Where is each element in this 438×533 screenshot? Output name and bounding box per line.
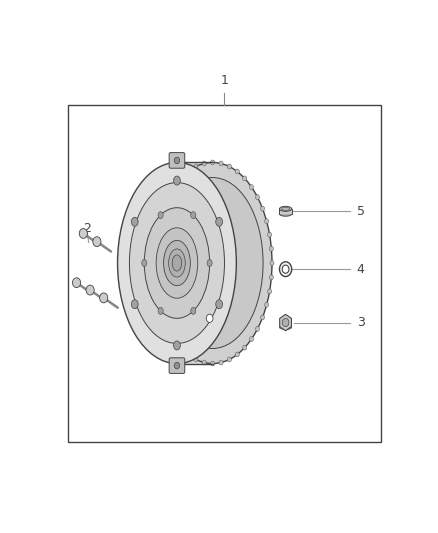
Ellipse shape — [173, 341, 180, 350]
Ellipse shape — [158, 308, 163, 314]
Text: 4: 4 — [357, 263, 365, 276]
Ellipse shape — [153, 163, 272, 364]
Ellipse shape — [269, 275, 273, 280]
Text: 2: 2 — [83, 222, 91, 235]
Ellipse shape — [131, 300, 138, 309]
Ellipse shape — [219, 161, 223, 166]
Ellipse shape — [235, 352, 239, 357]
Ellipse shape — [158, 212, 163, 219]
Circle shape — [72, 278, 81, 288]
Ellipse shape — [152, 275, 156, 280]
Ellipse shape — [211, 361, 215, 366]
Ellipse shape — [279, 211, 292, 216]
Ellipse shape — [154, 232, 158, 237]
Ellipse shape — [216, 217, 223, 227]
Ellipse shape — [161, 315, 165, 320]
Circle shape — [93, 237, 101, 247]
Circle shape — [206, 314, 213, 322]
Ellipse shape — [227, 164, 231, 169]
Ellipse shape — [211, 160, 215, 165]
Ellipse shape — [144, 208, 210, 318]
Ellipse shape — [151, 261, 155, 265]
Ellipse shape — [163, 240, 191, 286]
Ellipse shape — [156, 219, 161, 224]
Ellipse shape — [282, 207, 290, 211]
Text: 5: 5 — [357, 205, 365, 218]
Ellipse shape — [227, 357, 231, 362]
Circle shape — [99, 293, 108, 303]
Ellipse shape — [243, 176, 247, 181]
Text: 1: 1 — [221, 74, 228, 86]
Ellipse shape — [270, 261, 274, 265]
Ellipse shape — [161, 206, 165, 211]
Ellipse shape — [166, 195, 170, 200]
Ellipse shape — [268, 289, 272, 294]
Ellipse shape — [178, 176, 183, 181]
Ellipse shape — [178, 345, 183, 350]
Ellipse shape — [172, 184, 176, 189]
Ellipse shape — [250, 336, 254, 342]
Ellipse shape — [268, 232, 272, 237]
Ellipse shape — [194, 164, 198, 169]
Ellipse shape — [279, 325, 292, 329]
Ellipse shape — [255, 195, 260, 200]
Ellipse shape — [162, 177, 263, 349]
Ellipse shape — [173, 176, 180, 185]
Ellipse shape — [172, 336, 176, 342]
FancyBboxPatch shape — [169, 358, 185, 374]
Text: 3: 3 — [357, 316, 365, 329]
Ellipse shape — [131, 217, 138, 227]
Circle shape — [279, 262, 292, 277]
Ellipse shape — [243, 345, 247, 350]
Ellipse shape — [186, 352, 190, 357]
Polygon shape — [177, 163, 212, 364]
Ellipse shape — [265, 302, 268, 307]
Circle shape — [174, 362, 180, 369]
Ellipse shape — [269, 246, 273, 251]
Circle shape — [86, 285, 94, 295]
Circle shape — [282, 318, 289, 327]
Ellipse shape — [166, 326, 170, 332]
Ellipse shape — [142, 260, 147, 266]
Ellipse shape — [207, 260, 212, 266]
Polygon shape — [279, 209, 292, 214]
Ellipse shape — [191, 212, 196, 219]
Ellipse shape — [265, 219, 268, 224]
Ellipse shape — [261, 206, 265, 211]
Bar — [68, 105, 381, 441]
Ellipse shape — [186, 169, 190, 174]
Ellipse shape — [216, 300, 223, 309]
Ellipse shape — [154, 289, 158, 294]
Ellipse shape — [117, 163, 237, 364]
Ellipse shape — [129, 183, 224, 343]
Ellipse shape — [191, 308, 196, 314]
Ellipse shape — [156, 228, 198, 298]
Circle shape — [174, 157, 180, 164]
Ellipse shape — [261, 315, 265, 320]
Circle shape — [79, 229, 88, 238]
Ellipse shape — [152, 246, 156, 251]
Ellipse shape — [255, 326, 260, 332]
Ellipse shape — [202, 360, 206, 365]
Ellipse shape — [279, 206, 292, 211]
Ellipse shape — [169, 249, 185, 277]
Ellipse shape — [235, 169, 239, 174]
Ellipse shape — [250, 184, 254, 189]
Ellipse shape — [194, 357, 198, 362]
Ellipse shape — [219, 360, 223, 365]
Ellipse shape — [172, 255, 182, 271]
Ellipse shape — [156, 302, 161, 307]
Polygon shape — [280, 314, 291, 330]
FancyBboxPatch shape — [169, 152, 185, 168]
Ellipse shape — [202, 161, 206, 166]
Circle shape — [282, 265, 289, 273]
